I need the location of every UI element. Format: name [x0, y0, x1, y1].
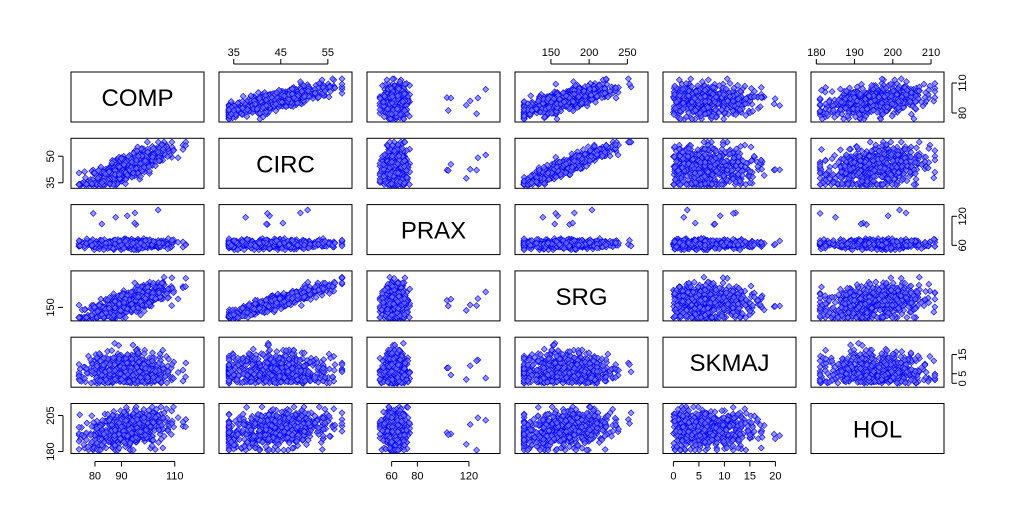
panel-COMP-CIRC [218, 71, 353, 123]
variable-label-CIRC: CIRC [256, 151, 315, 178]
data-point [466, 165, 474, 173]
data-point [757, 84, 765, 91]
data-point [473, 110, 481, 118]
data-point [474, 154, 482, 162]
data-point [174, 154, 182, 162]
data-point [747, 143, 755, 151]
panel-COMP-HOL [810, 71, 945, 123]
data-point [687, 75, 695, 83]
data-point [466, 97, 474, 105]
data-point [770, 100, 778, 108]
data-point [704, 76, 712, 84]
data-point [552, 80, 560, 88]
panel-CIRC-SKMAJ [662, 137, 797, 189]
data-point [776, 102, 784, 110]
panel-COMP-SKMAJ [662, 71, 797, 123]
panel-CIRC-PRAX [366, 137, 501, 189]
data-point [482, 85, 490, 93]
data-point [243, 113, 251, 121]
data-point [527, 92, 535, 100]
data-point [444, 106, 452, 114]
data-point [462, 174, 470, 182]
panel-CIRC-COMP [70, 137, 205, 189]
data-point [168, 138, 176, 146]
panel-COMP-SRG [514, 71, 649, 123]
data-point [760, 171, 768, 179]
data-point [624, 75, 632, 83]
panel-COMP-COMP: COMP [70, 71, 205, 123]
panel-frame [70, 71, 205, 123]
data-point [612, 94, 620, 102]
data-point [771, 95, 779, 103]
data-point [338, 89, 346, 97]
panel-frame [218, 71, 353, 123]
data-point [239, 92, 247, 100]
data-point [474, 94, 482, 102]
data-point [81, 168, 89, 176]
data-point [482, 151, 490, 159]
data-point [553, 115, 561, 123]
data-point [259, 113, 267, 121]
data-point [462, 101, 470, 109]
data-point [143, 138, 151, 146]
data-point [447, 160, 455, 168]
data-point [897, 75, 905, 83]
data-point [828, 88, 836, 96]
panel-CIRC-SRG [514, 137, 649, 189]
panel-COMP-PRAX [366, 71, 501, 123]
panel-CIRC-CIRC: CIRC [218, 137, 353, 189]
data-point [272, 107, 280, 115]
data-point [473, 166, 481, 174]
data-point [720, 115, 728, 123]
data-point [75, 169, 83, 177]
variable-label-COMP: COMP [102, 85, 174, 112]
